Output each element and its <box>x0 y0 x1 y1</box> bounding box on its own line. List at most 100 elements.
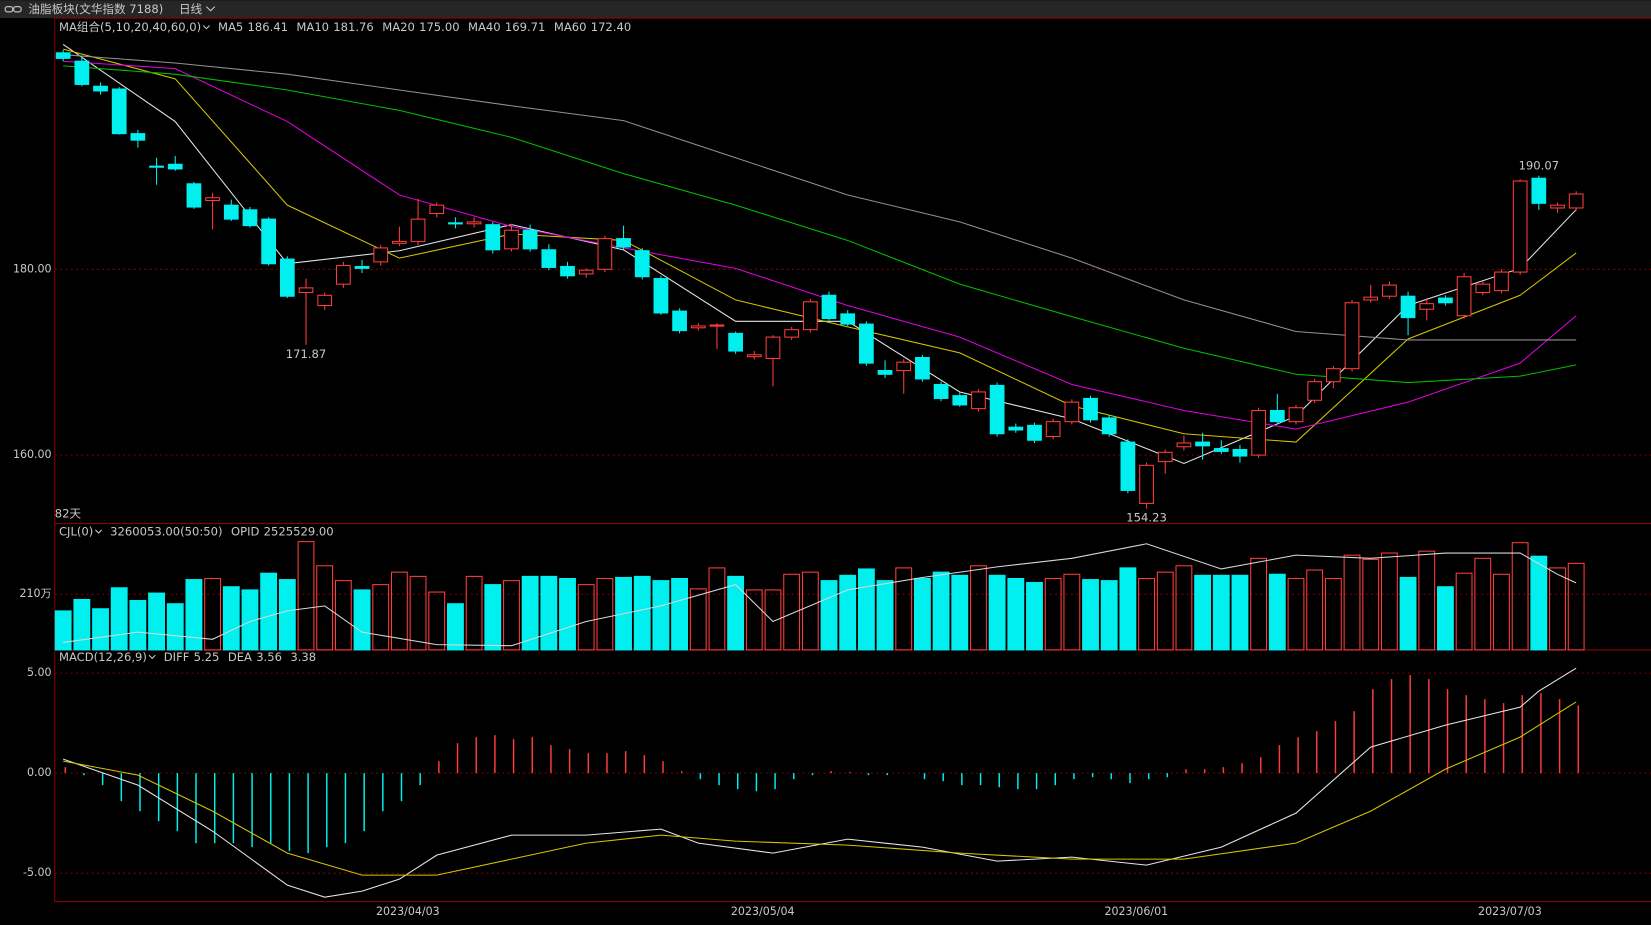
candle-body <box>485 224 501 251</box>
volume-bar <box>1455 572 1473 651</box>
volume-bar <box>1100 580 1118 651</box>
volume-bar <box>1511 542 1529 651</box>
candle-body <box>560 265 575 277</box>
legend-value: 5.25 <box>194 650 220 664</box>
volume-bar <box>1306 569 1324 651</box>
volume-bar <box>988 574 1006 651</box>
candle-body <box>335 265 351 285</box>
volume-bar <box>1026 581 1043 651</box>
volume-bar <box>671 577 689 651</box>
volume-bar <box>73 598 91 651</box>
candle-body <box>1307 381 1323 401</box>
volume-bar <box>503 580 520 651</box>
candle-body <box>971 391 986 410</box>
indicator-line <box>63 543 1577 647</box>
volume-bar <box>185 579 203 651</box>
volume-bar <box>1418 550 1436 651</box>
price-annotation: 154.23 <box>1126 511 1167 525</box>
candle-body <box>989 384 1005 435</box>
candle-body <box>205 197 220 202</box>
candle-body <box>261 218 277 265</box>
volume-bar <box>1231 574 1249 651</box>
bar-count: 82天 <box>55 507 82 521</box>
volume-bar <box>1362 558 1380 651</box>
volume-bar <box>596 577 614 651</box>
x-tick-label: 2023/04/03 <box>376 905 440 918</box>
legend-name: DIFF <box>164 650 190 664</box>
candle-body <box>1027 424 1042 441</box>
candle-body <box>1139 464 1154 504</box>
candle-body <box>1438 297 1453 304</box>
instrument-title[interactable]: 油脂板块(文华指数 7188) <box>28 2 163 16</box>
volume-bar <box>652 580 670 651</box>
candle-body <box>690 325 706 329</box>
volume-bar <box>1399 576 1417 651</box>
legend-chevron <box>148 654 156 660</box>
legend-value: 175.00 <box>419 20 460 34</box>
volume-bar <box>1380 552 1398 651</box>
volume-bar <box>970 565 987 651</box>
volume-bar <box>745 589 763 651</box>
volume-bar <box>1268 573 1286 651</box>
candle-body <box>429 204 445 215</box>
panel-frames <box>54 17 1651 903</box>
legend-value: 181.76 <box>333 20 374 34</box>
volume-bar <box>447 603 464 651</box>
candle-body <box>1531 177 1547 204</box>
volume-bar <box>839 574 857 651</box>
candle-body <box>317 294 333 307</box>
volume-bar <box>297 541 315 651</box>
volume-bar <box>577 584 595 651</box>
y-tick-label: 180.00 <box>13 262 52 275</box>
candle-body <box>130 133 146 141</box>
candle-body <box>1288 407 1304 423</box>
candle-body <box>616 238 631 248</box>
legend-name: MA20 <box>382 20 415 34</box>
period-chevron[interactable] <box>206 6 216 12</box>
volume-bar <box>932 571 950 651</box>
candle-body <box>55 52 71 59</box>
volume-bar <box>222 586 240 651</box>
volume-bar <box>1530 555 1548 651</box>
candle-body <box>373 247 389 263</box>
legend-name: MA40 <box>468 20 501 34</box>
candle-body <box>1269 409 1285 423</box>
candle-body <box>466 221 482 225</box>
y-tick-label: 0.00 <box>27 766 52 779</box>
period-selector[interactable]: 日线 <box>179 2 203 16</box>
volume-bar <box>353 589 371 651</box>
title-bar <box>0 0 1651 19</box>
volume-bar <box>708 567 726 651</box>
volume-bar <box>895 567 913 651</box>
candle-body <box>1325 368 1341 383</box>
volume-bar <box>951 574 969 651</box>
volume-bar <box>260 572 278 651</box>
legend-title: CJL(0) <box>59 524 93 538</box>
candle-body <box>1232 448 1248 457</box>
indicator-line <box>63 65 1577 384</box>
candle-body <box>74 60 90 85</box>
volume-bar <box>783 573 801 651</box>
candle-body <box>1176 442 1192 448</box>
candle-body <box>1157 451 1173 463</box>
volume-bar <box>241 589 259 651</box>
candle-body <box>746 354 762 358</box>
price-annotation: 171.87 <box>286 347 327 361</box>
volume-bar <box>1474 557 1492 651</box>
candle-body <box>448 222 463 225</box>
y-tick-label: 160.00 <box>13 448 52 461</box>
candle-body <box>634 250 650 278</box>
candle-body <box>223 204 239 220</box>
candle-body <box>1568 193 1584 209</box>
y-tick-label: -5.00 <box>23 866 52 879</box>
indicator-line <box>63 48 1577 443</box>
candle-body <box>1045 421 1061 438</box>
candle-body <box>1064 401 1080 423</box>
volume-bar <box>484 584 502 651</box>
volume-bar <box>1437 586 1454 651</box>
volume-bar <box>559 577 576 651</box>
volume-bar <box>428 591 446 651</box>
candle-body <box>765 336 781 360</box>
